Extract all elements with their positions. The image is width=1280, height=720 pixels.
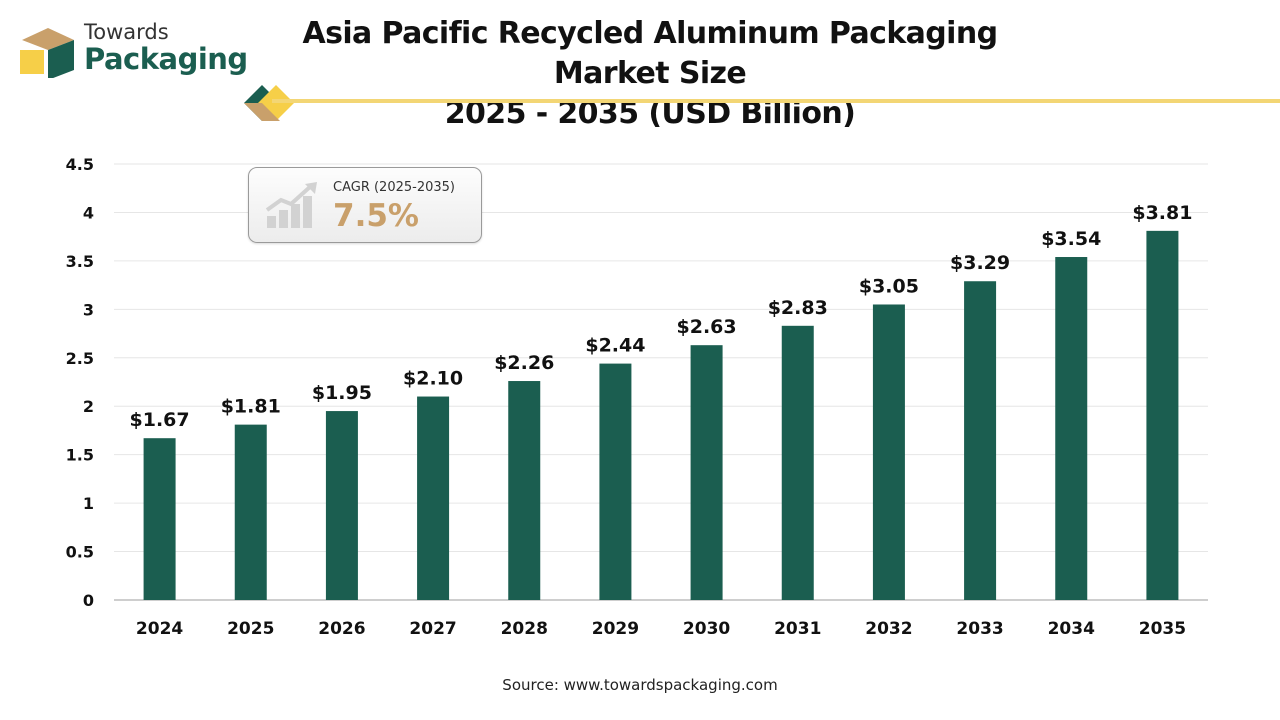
y-tick-label: 4: [83, 203, 94, 222]
brand-logo: Towards Packaging: [18, 20, 248, 82]
y-tick-label: 4.5: [66, 155, 94, 174]
y-tick-label: 2: [83, 397, 94, 416]
cagr-label: CAGR (2025-2035): [333, 180, 455, 195]
bar-2033: [964, 281, 997, 600]
brand-name-bottom: Packaging: [84, 42, 248, 76]
bar-2025: [234, 424, 267, 600]
data-label-2035: $3.81: [1132, 202, 1192, 224]
data-label-2032: $3.05: [859, 275, 919, 297]
bars: [143, 230, 1179, 600]
x-tick-label: 2035: [1139, 619, 1186, 639]
x-tick-label: 2025: [227, 619, 274, 639]
data-label-2028: $2.26: [494, 352, 554, 374]
x-tick-label: 2029: [592, 619, 639, 639]
data-label-2029: $2.44: [585, 335, 645, 357]
cagr-value: 7.5%: [333, 198, 419, 234]
bar-2027: [417, 396, 450, 600]
data-label-2031: $2.83: [768, 297, 828, 319]
title-divider-line: [272, 99, 1280, 103]
cagr-callout: CAGR (2025-2035) 7.5%: [248, 167, 482, 243]
x-tick-label: 2034: [1048, 619, 1095, 639]
bar-2028: [508, 381, 541, 600]
data-labels: $1.67 $1.81 $1.95 $2.10 $2.26 $2.44 $2.63 $2.83…: [130, 202, 1193, 431]
x-tick-label: 2030: [683, 619, 730, 639]
y-tick-label: 0: [83, 591, 94, 610]
bar-2024: [143, 438, 176, 600]
y-tick-label: 0.5: [66, 543, 94, 562]
x-tick-label: 2033: [956, 619, 1003, 639]
bar-2035: [1146, 230, 1179, 600]
y-tick-label: 1.5: [66, 446, 94, 465]
bar-2030: [690, 345, 723, 600]
chart-title: Asia Pacific Recycled Aluminum Packaging…: [300, 14, 1000, 134]
package-box-icon: [20, 28, 74, 78]
brand-name-top: Towards: [84, 20, 169, 44]
x-tick-label: 2026: [318, 619, 365, 639]
growth-chart-icon: [265, 182, 317, 228]
chart-title-line-1: Asia Pacific Recycled Aluminum Packaging…: [302, 16, 998, 91]
data-label-2024: $1.67: [130, 409, 190, 431]
x-tick-label: 2024: [136, 619, 183, 639]
divider-diamond-icon: [244, 85, 294, 121]
bar-2034: [1055, 257, 1088, 600]
x-tick-label: 2031: [774, 619, 821, 639]
bar-2029: [599, 363, 632, 600]
data-label-2030: $2.63: [677, 316, 737, 338]
y-tick-label: 2.5: [66, 349, 94, 368]
bar-2032: [872, 304, 905, 600]
data-label-2026: $1.95: [312, 382, 372, 404]
data-label-2034: $3.54: [1041, 228, 1101, 250]
data-label-2033: $3.29: [950, 252, 1010, 274]
x-tick-label: 2032: [865, 619, 912, 639]
x-tick-label: 2028: [501, 619, 548, 639]
source-note: Source: www.towardspackaging.com: [502, 676, 778, 694]
data-label-2025: $1.81: [221, 396, 281, 418]
y-tick-label: 3: [83, 300, 94, 319]
data-label-2027: $2.10: [403, 368, 463, 390]
x-tick-label: 2027: [409, 619, 456, 639]
axes: 0 0.5 1 1.5 2 2.5 3 3.5 4 4.5 2024 2025 2026 2027 2028…: [66, 155, 1208, 639]
y-tick-label: 1: [83, 494, 94, 513]
y-tick-label: 3.5: [66, 252, 94, 271]
bar-2031: [781, 325, 814, 600]
bar-2026: [325, 411, 358, 600]
